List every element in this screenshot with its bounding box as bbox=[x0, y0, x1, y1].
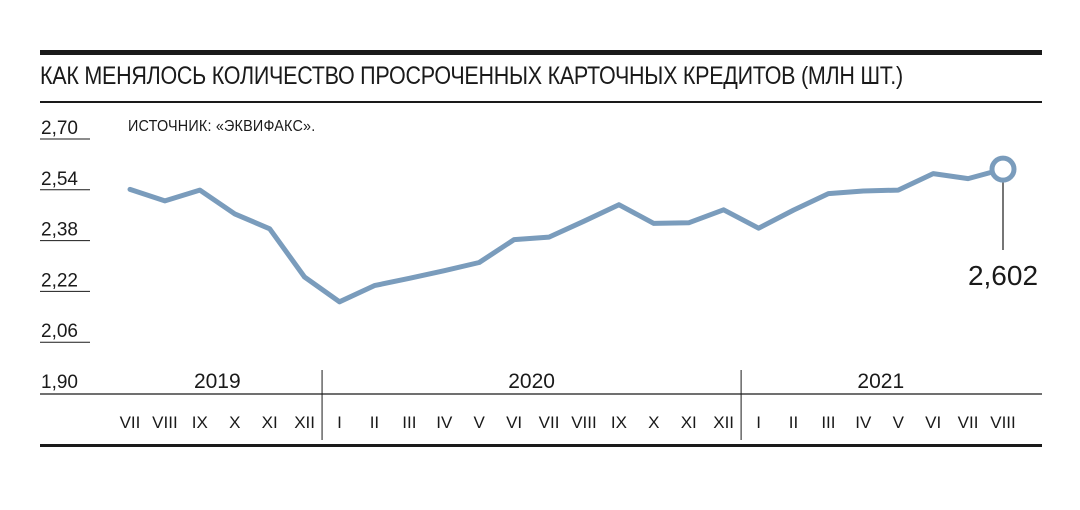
month-label: III bbox=[821, 413, 835, 432]
month-label: XII bbox=[713, 413, 734, 432]
month-label: X bbox=[648, 413, 659, 432]
month-label: VIII bbox=[990, 413, 1016, 432]
month-label: VI bbox=[506, 413, 522, 432]
month-label: VI bbox=[925, 413, 941, 432]
year-label: 2019 bbox=[194, 370, 241, 393]
month-label: VII bbox=[958, 413, 979, 432]
month-label: XI bbox=[681, 413, 697, 432]
month-label: V bbox=[474, 413, 486, 432]
month-label: I bbox=[337, 413, 342, 432]
y-tick-label: 2,54 bbox=[41, 169, 78, 190]
y-tick-label: 2,38 bbox=[41, 220, 78, 241]
y-tick-label: 1,90 bbox=[41, 372, 78, 393]
month-label: VIII bbox=[152, 413, 178, 432]
month-label: VII bbox=[539, 413, 560, 432]
month-label: VII bbox=[120, 413, 141, 432]
month-label: XI bbox=[262, 413, 278, 432]
year-label: 2020 bbox=[508, 370, 555, 393]
source-note: ИСТОЧНИК: «ЭКВИФАКС». bbox=[128, 118, 316, 135]
month-label: I bbox=[756, 413, 761, 432]
title-rule bbox=[40, 101, 1042, 103]
month-label: IV bbox=[436, 413, 453, 432]
month-label: VIII bbox=[571, 413, 597, 432]
month-label: IX bbox=[192, 413, 208, 432]
y-tick-label: 2,06 bbox=[41, 321, 78, 342]
month-label: IX bbox=[611, 413, 627, 432]
month-label: V bbox=[893, 413, 905, 432]
month-label: XII bbox=[294, 413, 315, 432]
top-rule bbox=[40, 50, 1042, 55]
month-label: III bbox=[402, 413, 416, 432]
end-point-marker bbox=[989, 155, 1017, 183]
chart-title: КАК МЕНЯЛОСЬ КОЛИЧЕСТВО ПРОСРОЧЕННЫХ КАР… bbox=[40, 62, 903, 90]
month-label: IV bbox=[855, 413, 872, 432]
series-line bbox=[127, 166, 1006, 305]
end-value-label: 2,602 bbox=[968, 260, 1038, 291]
y-tick-label: 2,22 bbox=[41, 270, 78, 291]
month-label: X bbox=[229, 413, 240, 432]
month-label: II bbox=[370, 413, 379, 432]
y-tick-label: 2,70 bbox=[41, 118, 78, 139]
bottom-rule bbox=[40, 444, 1042, 447]
year-label: 2021 bbox=[857, 370, 904, 393]
month-label: II bbox=[789, 413, 798, 432]
